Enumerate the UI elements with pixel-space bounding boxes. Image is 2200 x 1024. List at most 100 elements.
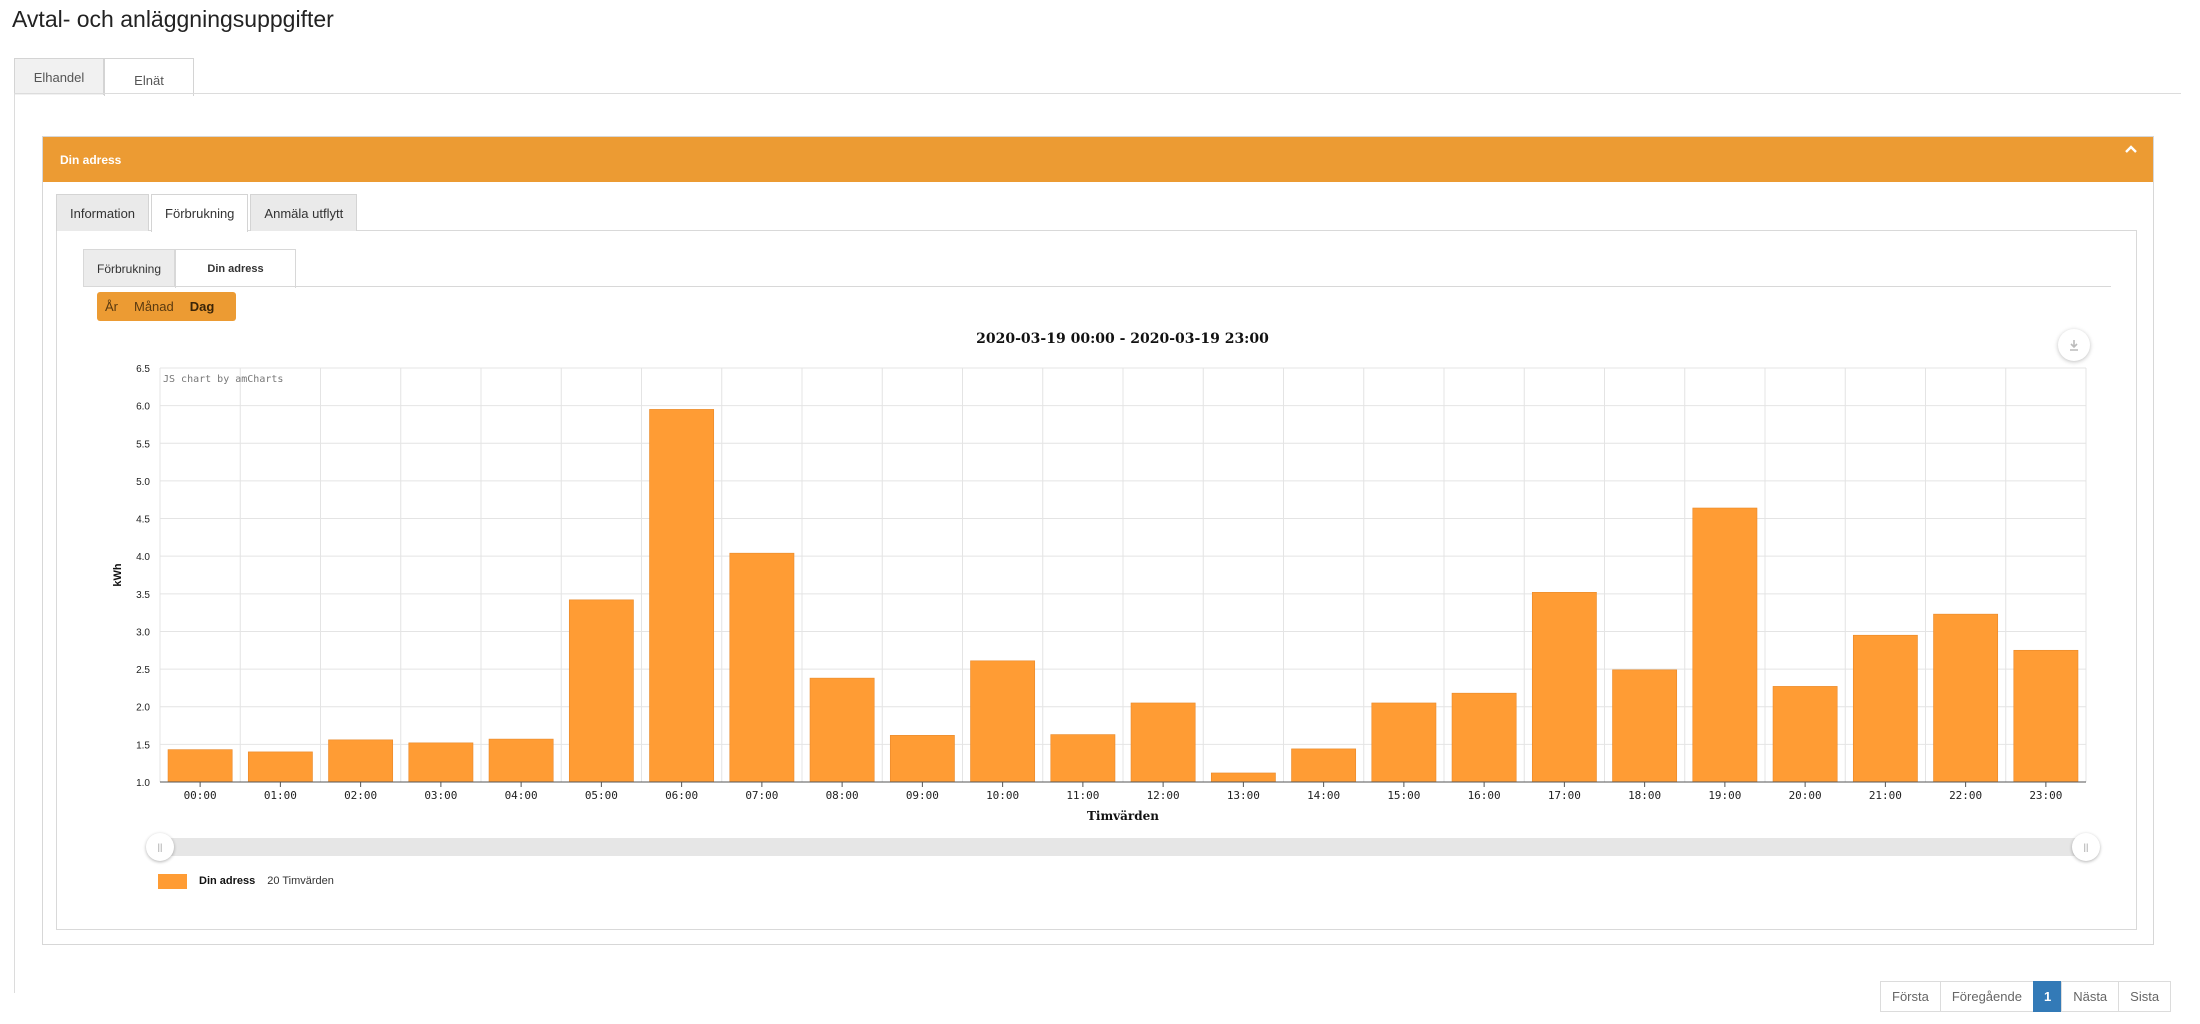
- chart-title: 2020-03-19 00:00 - 2020-03-19 23:00: [976, 331, 1269, 347]
- x-tick-label: 20:00: [1789, 789, 1822, 802]
- chart-legend: Din adress 20 Timvärden: [158, 873, 334, 889]
- sub-tabs: Förbrukning Din adress: [83, 249, 296, 288]
- y-tick-label: 6.0: [136, 402, 150, 413]
- legend-series-value: 20 Timvärden: [267, 875, 334, 887]
- y-tick-label: 5.0: [136, 477, 150, 488]
- tab-forbrukning[interactable]: Förbrukning: [151, 194, 249, 232]
- x-tick-label: 21:00: [1869, 789, 1902, 802]
- x-tick-label: 23:00: [2029, 789, 2062, 802]
- bar: [408, 742, 474, 783]
- tab-anmala-utflytt[interactable]: Anmäla utflytt: [250, 194, 358, 231]
- bar: [1451, 692, 1517, 783]
- divider: [83, 286, 2111, 287]
- chart-credit: JS chart by amCharts: [163, 374, 283, 385]
- bar: [247, 751, 313, 783]
- x-tick-label: 16:00: [1468, 789, 1501, 802]
- y-tick-label: 6.5: [136, 364, 150, 375]
- y-tick-label: 2.5: [136, 665, 150, 676]
- top-tabs: Elhandel Elnät: [14, 58, 194, 96]
- bar: [1371, 702, 1437, 783]
- chevron-up-icon[interactable]: [2123, 142, 2139, 158]
- x-tick-label: 02:00: [344, 789, 377, 802]
- period-year-button[interactable]: År: [105, 299, 118, 314]
- bar: [809, 677, 875, 783]
- inner-tab-panel: [56, 230, 2137, 930]
- x-tick-label: 00:00: [184, 789, 217, 802]
- bar: [1210, 772, 1276, 783]
- bar: [1852, 634, 1918, 783]
- bar: [970, 660, 1036, 783]
- x-tick-label: 12:00: [1147, 789, 1180, 802]
- y-axis-title: kWh: [112, 563, 124, 587]
- y-tick-label: 4.5: [136, 515, 150, 526]
- tab-elnat[interactable]: Elnät: [104, 58, 194, 96]
- x-tick-label: 10:00: [986, 789, 1019, 802]
- bar: [1291, 748, 1357, 783]
- bar: [1130, 702, 1196, 783]
- tab-information[interactable]: Information: [56, 194, 150, 231]
- scrollbar-start-handle[interactable]: ||: [146, 833, 174, 861]
- page-current-button[interactable]: 1: [2032, 981, 2063, 1012]
- y-tick-label: 1.5: [136, 740, 150, 751]
- x-tick-label: 07:00: [745, 789, 778, 802]
- page-first-button[interactable]: Första: [1880, 981, 1941, 1012]
- scrollbar-track[interactable]: [159, 838, 2087, 856]
- download-icon: [2070, 340, 2078, 351]
- x-tick-label: 14:00: [1307, 789, 1340, 802]
- y-tick-label: 3.5: [136, 590, 150, 601]
- x-tick-label: 22:00: [1949, 789, 1982, 802]
- page-prev-button[interactable]: Föregående: [1939, 981, 2034, 1012]
- y-tick-label: 1.0: [136, 778, 150, 789]
- bar: [1612, 669, 1678, 783]
- x-axis-title: Timvärden: [1087, 809, 1159, 823]
- inner-tabs: Information Förbrukning Anmäla utflytt: [56, 194, 359, 232]
- bar: [1692, 507, 1758, 783]
- y-tick-label: 3.0: [136, 627, 150, 638]
- x-tick-label: 15:00: [1387, 789, 1420, 802]
- bar: [488, 738, 554, 783]
- legend-swatch[interactable]: [158, 873, 187, 889]
- bar: [167, 749, 233, 783]
- scrollbar-end-handle[interactable]: ||: [2072, 833, 2100, 861]
- consumption-chart: 1.0 1.5 2.0 2.5 3.0 3.5 4.0 4.5 5.0 5.5 6.0 6.5 00:0…: [112, 364, 2087, 823]
- x-tick-label: 08:00: [826, 789, 859, 802]
- bar: [328, 739, 394, 783]
- bar: [1772, 686, 1838, 783]
- period-day-button[interactable]: Dag: [189, 299, 215, 314]
- bar: [1531, 592, 1597, 783]
- x-tick-label: 11:00: [1066, 789, 1099, 802]
- legend-series-name[interactable]: Din adress: [199, 875, 256, 887]
- x-tick-label: 05:00: [585, 789, 618, 802]
- y-tick-label: 5.5: [136, 439, 150, 450]
- x-tick-label: 13:00: [1227, 789, 1260, 802]
- x-tick-label: 09:00: [906, 789, 939, 802]
- x-tick-label: 18:00: [1628, 789, 1661, 802]
- x-tick-label: 06:00: [665, 789, 698, 802]
- bar: [1050, 734, 1116, 783]
- y-tick-label: 4.0: [136, 552, 150, 563]
- bar: [1933, 613, 1999, 783]
- x-tick-label: 19:00: [1708, 789, 1741, 802]
- x-tick-label: 04:00: [505, 789, 538, 802]
- period-selector: År Månad Dag: [97, 292, 236, 321]
- x-tick-label: 01:00: [264, 789, 297, 802]
- period-month-button[interactable]: Månad: [134, 299, 174, 314]
- page-next-button[interactable]: Nästa: [2061, 981, 2120, 1012]
- bar: [889, 735, 955, 783]
- x-tick-label: 03:00: [424, 789, 457, 802]
- tab-elhandel[interactable]: Elhandel: [14, 58, 104, 95]
- y-tick-label: 2.0: [136, 703, 150, 714]
- subtab-din-adress[interactable]: Din adress: [175, 249, 296, 288]
- page-last-button[interactable]: Sista: [2118, 981, 2172, 1012]
- top-tab-panel: [14, 93, 2181, 993]
- download-button[interactable]: [2058, 329, 2090, 361]
- card-header[interactable]: Din adress: [43, 137, 2153, 182]
- bar: [568, 599, 634, 783]
- bar: [2013, 649, 2079, 783]
- page-title: Avtal- och anläggningsuppgifter: [12, 6, 334, 32]
- x-tick-label: 17:00: [1548, 789, 1581, 802]
- bar: [649, 409, 715, 783]
- bar: [729, 552, 795, 783]
- card-header-title: Din adress: [60, 152, 122, 167]
- subtab-forbrukning[interactable]: Förbrukning: [83, 249, 175, 287]
